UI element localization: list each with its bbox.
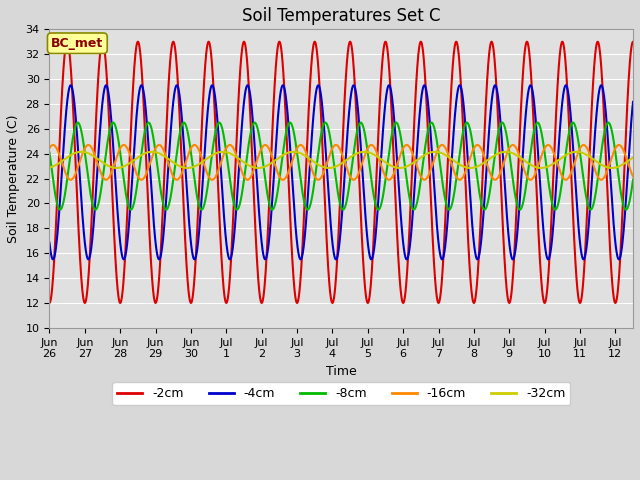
-32cm (608, 165, 616, 171)
-8cm (112, 125, 120, 131)
-32cm (147, 149, 154, 155)
Line: -16cm: -16cm (49, 145, 633, 180)
Y-axis label: Soil Temperature (C): Soil Temperature (C) (7, 114, 20, 243)
-8cm (295, 163, 303, 168)
-2cm (112, 265, 120, 271)
Text: BC_met: BC_met (51, 37, 104, 50)
-16cm (618, 144, 626, 150)
-8cm (618, 196, 626, 202)
-16cm (269, 157, 277, 163)
-16cm (295, 143, 303, 149)
-4cm (269, 179, 277, 185)
-4cm (629, 99, 637, 105)
-2cm (45, 300, 53, 306)
-4cm (618, 244, 626, 250)
-2cm (555, 65, 563, 71)
-2cm (618, 228, 625, 234)
-32cm (618, 162, 626, 168)
-4cm (556, 138, 563, 144)
-32cm (629, 155, 637, 160)
X-axis label: Time: Time (326, 365, 356, 378)
-8cm (147, 123, 155, 129)
-4cm (113, 190, 120, 195)
-8cm (45, 150, 53, 156)
-16cm (367, 142, 375, 148)
Line: -32cm: -32cm (49, 152, 633, 168)
-8cm (555, 198, 563, 204)
-2cm (629, 39, 637, 45)
-32cm (295, 150, 303, 156)
-16cm (67, 177, 74, 183)
Line: -2cm: -2cm (49, 42, 633, 303)
-32cm (45, 165, 53, 170)
-8cm (629, 177, 637, 182)
-8cm (127, 207, 134, 213)
-4cm (45, 240, 53, 246)
-16cm (113, 156, 120, 161)
-2cm (294, 296, 302, 301)
Line: -4cm: -4cm (49, 85, 633, 259)
-16cm (147, 158, 155, 164)
-4cm (295, 252, 303, 258)
-16cm (556, 166, 563, 171)
-16cm (629, 174, 637, 180)
-4cm (147, 179, 155, 184)
-8cm (569, 120, 577, 125)
-2cm (269, 108, 277, 114)
-32cm (555, 157, 563, 163)
-8cm (269, 206, 277, 212)
-16cm (45, 145, 53, 151)
-4cm (67, 83, 74, 88)
-32cm (112, 165, 120, 171)
-4cm (367, 256, 375, 262)
Line: -8cm: -8cm (49, 122, 633, 210)
-32cm (148, 149, 156, 155)
Title: Soil Temperatures Set C: Soil Temperatures Set C (242, 7, 440, 25)
-2cm (147, 253, 154, 259)
Legend: -2cm, -4cm, -8cm, -16cm, -32cm: -2cm, -4cm, -8cm, -16cm, -32cm (112, 382, 570, 405)
-32cm (269, 159, 277, 165)
